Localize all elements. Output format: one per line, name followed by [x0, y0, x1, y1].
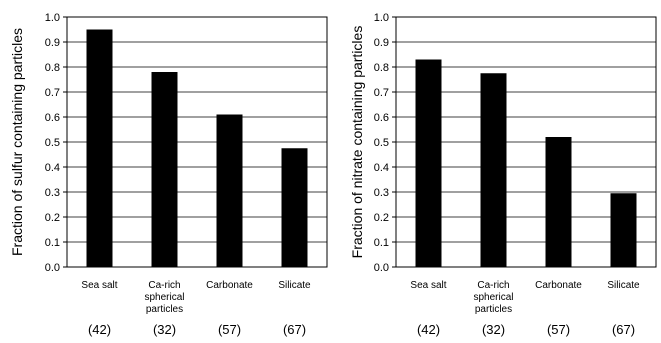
sample-count-label: (32) [153, 322, 176, 337]
bar [151, 72, 178, 267]
x-category-label: Silicate [607, 280, 640, 291]
x-category-label-line: Carbonate [206, 280, 253, 291]
x-category-label-line: Ca-rich [148, 280, 180, 291]
x-category-label: Sea salt [81, 280, 117, 291]
y-tick-label: 0.1 [374, 237, 389, 249]
y-tick-label: 0.7 [45, 87, 60, 99]
y-tick-label: 0.2 [374, 212, 389, 224]
x-category-label: Carbonate [206, 280, 253, 291]
y-tick-label: 0.5 [374, 137, 389, 149]
bar [281, 148, 308, 267]
y-tick-label: 0.9 [45, 37, 60, 49]
sample-count-label: (57) [218, 322, 241, 337]
y-tick-label: 0.4 [374, 162, 389, 174]
x-category-label-line: Silicate [607, 280, 640, 291]
x-category-label-line: spherical [144, 292, 184, 303]
x-category-label: Silicate [278, 280, 311, 291]
bar [415, 59, 442, 267]
sample-count-label: (42) [88, 322, 111, 337]
y-tick-label: 0.3 [374, 187, 389, 199]
sample-count-label: (67) [612, 322, 635, 337]
x-category-label: Sea salt [410, 280, 446, 291]
x-category-label-line: Sea salt [81, 280, 117, 291]
y-tick-label: 0.1 [45, 237, 60, 249]
bar [86, 29, 113, 267]
x-category-label-line: Sea salt [410, 280, 446, 291]
y-tick-label: 0.7 [374, 87, 389, 99]
sample-count-label: (32) [482, 322, 505, 337]
y-tick-label: 0.6 [45, 112, 60, 124]
bar [216, 114, 243, 267]
chart-1: 0.0 0.1 0.2 0.3 0.4 0.5 0.6 0.7 0.8 0.9 1.0 Fractio… [9, 12, 328, 337]
y-tick-label: 0.8 [374, 62, 389, 74]
y-tick-label: 1.0 [374, 12, 389, 24]
y-tick-label: 0.5 [45, 137, 60, 149]
sample-count-label: (42) [417, 322, 440, 337]
x-category-label-line: Carbonate [535, 280, 582, 291]
x-category-label-line: particles [146, 304, 183, 315]
chart-2: 0.0 0.1 0.2 0.3 0.4 0.5 0.6 0.7 0.8 0.9 1.0 Fractio… [349, 12, 657, 337]
x-category-label-line: Silicate [278, 280, 311, 291]
x-category-label-line: spherical [473, 292, 513, 303]
y-tick-label: 0.8 [45, 62, 60, 74]
x-category-label: Carbonate [535, 280, 582, 291]
bar [480, 73, 507, 267]
y-tick-label: 0.4 [45, 162, 60, 174]
y-tick-label: 0.3 [45, 187, 60, 199]
x-category-label-line: Ca-rich [477, 280, 509, 291]
y-tick-label: 0.0 [45, 262, 60, 274]
y-axis-label: Fraction of sulfur containing particles [9, 28, 25, 256]
sample-count-label: (57) [547, 322, 570, 337]
y-tick-label: 0.9 [374, 37, 389, 49]
x-category-label: Ca-rich spherical particles [144, 280, 184, 315]
bar [545, 137, 572, 267]
x-category-label: Ca-rich spherical particles [473, 280, 513, 315]
y-axis-label: Fraction of nitrate containing particles [349, 26, 365, 259]
bar [610, 193, 637, 267]
y-tick-label: 0.6 [374, 112, 389, 124]
y-tick-label: 0.2 [45, 212, 60, 224]
x-category-label-line: particles [475, 304, 512, 315]
y-tick-label: 0.0 [374, 262, 389, 274]
y-tick-label: 1.0 [45, 12, 60, 24]
sample-count-label: (67) [283, 322, 306, 337]
